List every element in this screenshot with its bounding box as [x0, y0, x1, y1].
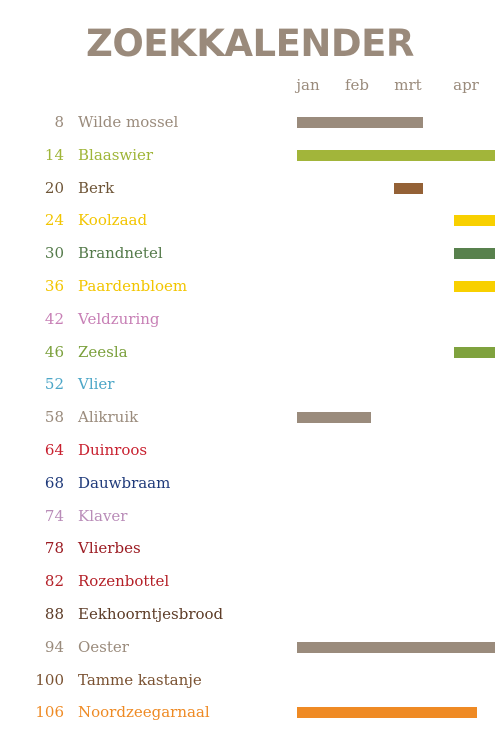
season-bar: [393, 182, 424, 194]
item-name: Berk: [78, 178, 115, 197]
calendar-row: 64 Duinroos: [0, 440, 496, 460]
season-bar: [297, 412, 371, 424]
page-number: 46: [44, 342, 64, 361]
calendar-row: 8 Wilde mossel: [0, 112, 496, 132]
item-name: Vlierbes: [78, 539, 141, 558]
item-name: Alikruik: [78, 408, 139, 427]
item-name: Zeesla: [78, 342, 128, 361]
item-name: Paardenbloem: [78, 277, 188, 295]
calendar-row: 68 Dauwbraam: [0, 473, 496, 493]
calendar-row: 78 Vlierbes: [0, 538, 496, 558]
calendar-row: 46 Zeesla: [0, 342, 496, 362]
season-bar: [454, 215, 496, 227]
calendar-row: 20 Berk: [0, 178, 496, 198]
season-bar: [454, 346, 496, 358]
item-name: Dauwbraam: [78, 473, 171, 492]
item-name: Koolzaad: [78, 211, 148, 230]
calendar-row: 100 Tamme kastanje: [0, 670, 496, 690]
month-label-jan: jan: [296, 76, 320, 94]
item-name: Wilde mossel: [78, 113, 179, 131]
item-name: Oester: [78, 637, 129, 656]
item-name: Noordzeegarnaal: [78, 703, 210, 722]
month-label-mrt: mrt: [394, 76, 422, 94]
item-name: Eekhoorntjesbrood: [78, 605, 224, 623]
page-number: 24: [44, 211, 64, 230]
page-number: 106: [35, 703, 64, 722]
item-name: Klaver: [78, 506, 128, 525]
page-title: ZOEKKALENDER: [86, 22, 414, 65]
calendar-row: 58 Alikruik: [0, 407, 496, 427]
calendar-row: 36 Paardenbloem: [0, 276, 496, 296]
calendar-row: 82 Rozenbottel: [0, 571, 496, 591]
season-bar: [297, 707, 478, 719]
season-bar: [297, 641, 496, 653]
season-bar: [297, 117, 424, 128]
item-name: Brandnetel: [78, 244, 163, 263]
page-number: 100: [35, 670, 64, 689]
page-number: 42: [44, 309, 64, 328]
item-name: Tamme kastanje: [78, 670, 202, 689]
item-name: Duinroos: [78, 441, 148, 459]
calendar-row: 24 Koolzaad: [0, 210, 496, 230]
item-name: Vlier: [78, 375, 115, 394]
month-label-feb: feb: [344, 76, 370, 94]
page-number: 82: [44, 572, 64, 591]
calendar-row: 14 Blaaswier: [0, 145, 496, 165]
page-number: 64: [44, 441, 64, 459]
page-number: 94: [44, 637, 64, 656]
calendar-row: 106 Noordzeegarnaal: [0, 702, 496, 722]
page-number: 88: [44, 605, 64, 623]
month-label-apr: apr: [453, 76, 479, 94]
calendar-row: 42 Veldzuring: [0, 309, 496, 329]
calendar-row: 74 Klaver: [0, 506, 496, 526]
season-bar: [454, 281, 496, 292]
season-bar: [454, 248, 496, 260]
page-number: 78: [44, 539, 64, 558]
page-number: 52: [44, 375, 64, 394]
page-number: 30: [44, 244, 64, 263]
calendar-row: 88 Eekhoorntjesbrood: [0, 604, 496, 624]
page-number: 74: [44, 506, 64, 525]
page-number: 8: [54, 113, 64, 131]
item-name: Veldzuring: [78, 309, 160, 328]
item-name: Blaaswier: [78, 145, 154, 164]
calendar-row: 52 Vlier: [0, 374, 496, 394]
page-number: 68: [44, 473, 64, 492]
item-name: Rozenbottel: [78, 572, 170, 591]
calendar-row: 30 Brandnetel: [0, 243, 496, 263]
page-number: 58: [44, 408, 64, 427]
page-number: 20: [44, 178, 64, 197]
season-bar: [297, 149, 496, 161]
page-number: 14: [44, 145, 64, 164]
page-number: 36: [44, 277, 64, 295]
calendar-row: 94 Oester: [0, 637, 496, 657]
